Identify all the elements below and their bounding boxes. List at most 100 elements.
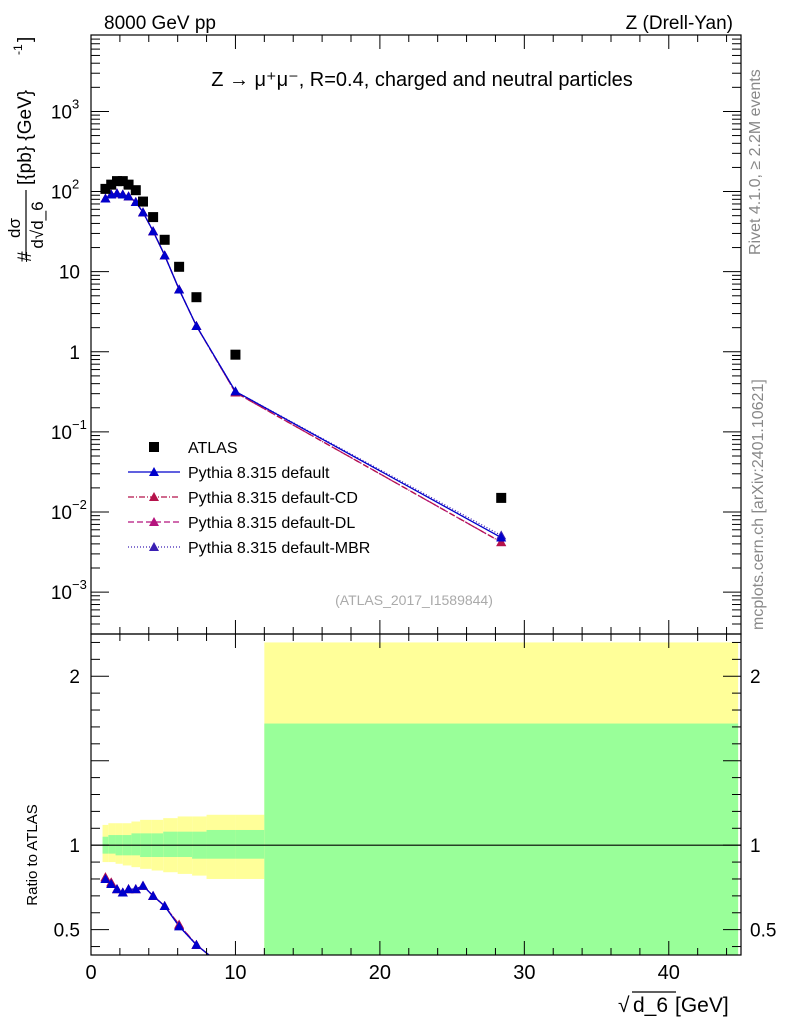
main-marker-0-11 (230, 386, 241, 396)
y-tick-label-main-0: 10 −3 (51, 577, 87, 604)
x-label-root: √ (618, 994, 630, 1017)
y-label-unit: [{pb} {GeV} (15, 90, 36, 185)
axis-ticks (90, 34, 741, 955)
atlas-marker-6 (138, 196, 148, 207)
legend-label-3: Pythia 8.315 default-DL (188, 515, 355, 532)
main-marker-0-9 (174, 284, 185, 294)
main-marker-0-8 (159, 250, 170, 260)
legend-swatch-1 (149, 467, 159, 476)
ratio-band-green-10 (206, 829, 236, 859)
y-label-denominator: d√d_6 (28, 201, 47, 248)
y-tick-label-main-5: 10 2 (51, 177, 79, 204)
y-tick-label-ratio-left-2: 2 (69, 667, 80, 688)
y-tick-label-main-exp-2: −1 (72, 417, 87, 432)
y-tick-label-ratio-right-0: 0.5 (750, 921, 776, 942)
x-tick-label-0: 0 (85, 962, 96, 984)
ratio-marker-0-7 (148, 890, 159, 900)
ratio-marker-0-1 (106, 879, 117, 889)
header-left: 8000 GeV pp (104, 13, 216, 34)
y-tick-label-main-base-1: 10 (51, 503, 72, 524)
x-tick-label-3: 30 (513, 962, 535, 984)
analysis-label: (ATLAS_2017_I1589844) (335, 592, 493, 608)
ratio-marker-2-11 (210, 955, 220, 964)
atlas-marker-7 (148, 212, 159, 223)
atlas-marker-4 (123, 179, 134, 190)
main-marker-0-7 (148, 226, 159, 236)
y-tick-label-ratio-right-2: 2 (750, 667, 761, 688)
atlas-marker-10 (191, 292, 202, 303)
x-label-unit: [GeV] (675, 994, 729, 1017)
ratio-band-green-11 (235, 829, 265, 859)
y-tick-label-main-base-5: 10 (51, 183, 72, 204)
atlas-marker-12 (496, 492, 507, 503)
side-label-top: Rivet 4.1.0, ≥ 2.2M events (747, 69, 764, 255)
y-tick-label-main-2: 10 −1 (51, 417, 87, 444)
ratio-band-green-7 (163, 831, 178, 858)
y-label-exponent: -1 (11, 44, 25, 55)
x-tick-label-2: 20 (369, 962, 391, 984)
x-label-variable: d_6 (633, 994, 668, 1017)
ratio-marker-0-2 (112, 884, 122, 894)
ratio-marker-0-3 (117, 887, 128, 897)
y-tick-label-main-4: 10 (59, 263, 80, 284)
legend-swatch-2 (149, 492, 159, 501)
main-series-markers (100, 188, 507, 547)
legend-item-0: ATLAS (149, 440, 238, 457)
y-tick-label-ratio-left-0: 0.5 (54, 921, 80, 942)
y-tick-label-main-exp-1: −2 (72, 497, 87, 512)
main-marker-0-6 (138, 207, 148, 217)
ratio-marker-1-11 (210, 955, 220, 964)
atlas-marker-11 (230, 349, 241, 360)
legend-item-4: Pythia 8.315 default-MBR (128, 540, 370, 557)
legend-item-1: Pythia 8.315 default (128, 465, 330, 482)
ratio-marker-0-0 (100, 873, 111, 883)
legend-swatch-3 (149, 517, 159, 526)
y-tick-label-main-base-6: 10 (51, 102, 72, 123)
y-tick-label-main-base-2: 10 (51, 423, 72, 444)
ratio-bands (102, 642, 739, 955)
main-marker-0-4 (123, 191, 134, 201)
ratio-marker-0-11 (210, 955, 220, 964)
y-tick-label-main-1: 10 −2 (51, 497, 87, 524)
atlas-marker-5 (130, 185, 141, 196)
ratio-marker-0-6 (138, 880, 148, 890)
plot-title: Z → μ⁺μ⁻, R=0.4, charged and neutral par… (211, 69, 633, 91)
ratio-marker-0-9 (174, 921, 185, 931)
ratio-marker-0-8 (159, 901, 170, 911)
ratio-band-green-4 (131, 833, 141, 856)
main-marker-0-3 (117, 189, 128, 199)
atlas-marker-3 (117, 176, 128, 187)
legend-label-1: Pythia 8.315 default (188, 465, 330, 482)
legend-item-2: Pythia 8.315 default-CD (128, 490, 358, 507)
y-axis-label-ratio: Ratio to ATLAS (24, 804, 41, 905)
main-marker-0-12 (496, 532, 507, 542)
y-label-close: ] (15, 37, 36, 42)
y-label-numerator: dσ (5, 218, 24, 238)
y-tick-label-ratio-left-1: 1 (69, 836, 80, 857)
legend-item-3: Pythia 8.315 default-DL (128, 515, 355, 532)
y-tick-label-main-base-0: 10 (51, 583, 72, 604)
legend-label-2: Pythia 8.315 default-CD (188, 490, 358, 507)
atlas-marker-9 (174, 261, 185, 272)
legend-label-4: Pythia 8.315 default-MBR (188, 540, 370, 557)
legend-swatch-0 (149, 442, 159, 452)
main-line-0 (105, 192, 502, 539)
main-marker-0-2 (112, 188, 122, 198)
y-tick-label-main-base-3: 1 (69, 343, 80, 364)
atlas-markers (100, 176, 507, 503)
y-tick-label-main-exp-5: 2 (72, 177, 79, 192)
legend: ATLAS Pythia 8.315 default Pythia 8.315 de… (128, 440, 370, 557)
side-label-bottom: mcplots.cern.ch [arXiv:2401.10621] (750, 379, 767, 630)
main-marker-0-10 (191, 320, 202, 330)
atlas-marker-1 (106, 179, 117, 190)
ratio-marker-3-11 (210, 955, 220, 964)
main-marker-0-0 (100, 193, 111, 203)
ratio-band-green-1 (108, 835, 116, 854)
ratio-marker-0-10 (191, 939, 202, 949)
atlas-marker-2 (112, 176, 122, 187)
ratio-series-markers (100, 872, 220, 964)
legend-swatch-4 (149, 542, 159, 551)
ratio-band-green-8 (177, 831, 193, 858)
